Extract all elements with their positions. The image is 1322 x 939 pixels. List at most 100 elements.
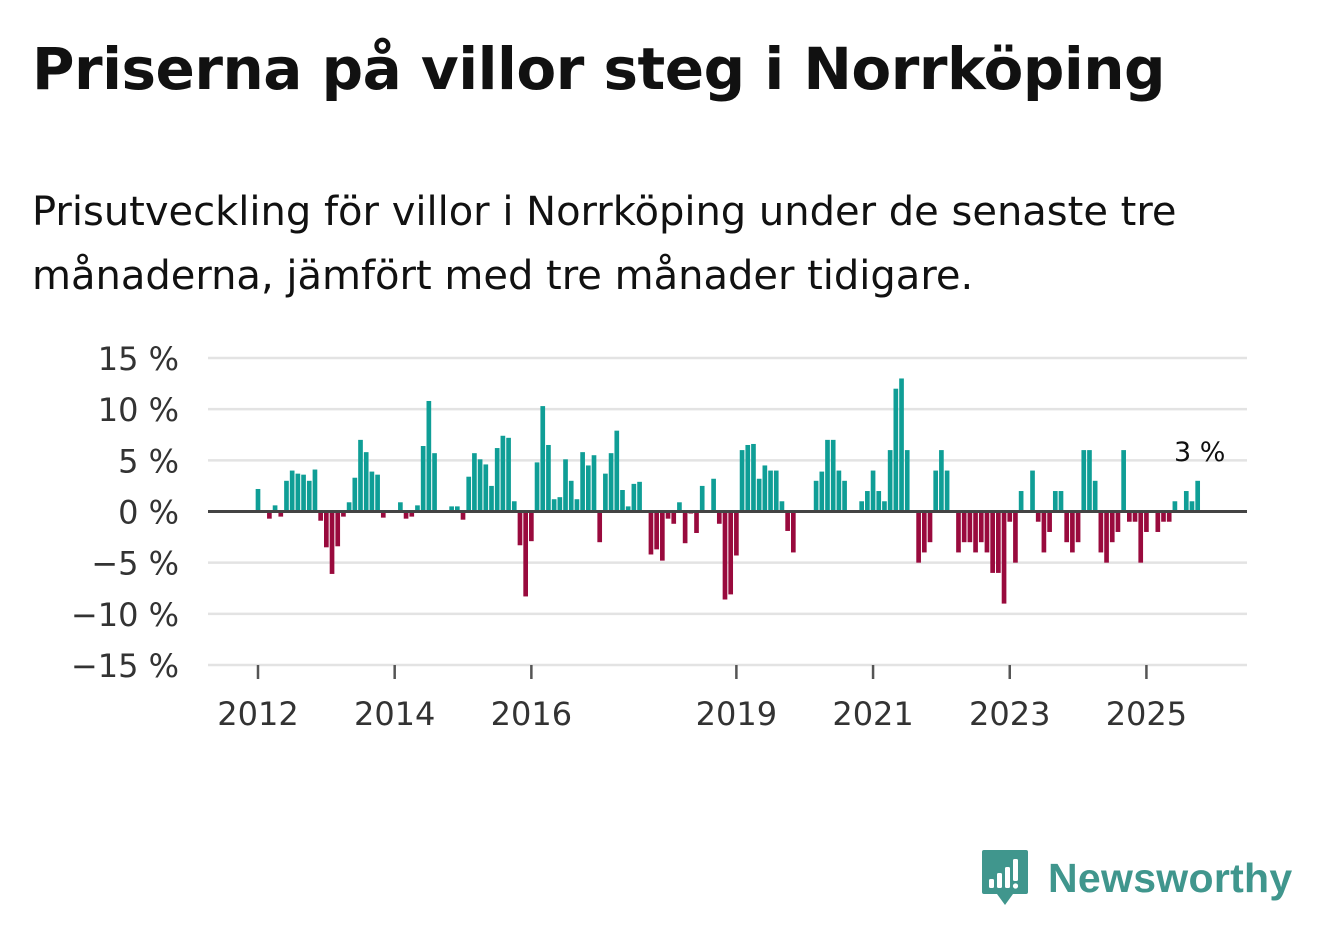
bar	[1030, 470, 1035, 512]
bar	[859, 501, 865, 512]
bar	[1047, 511, 1052, 532]
bar	[608, 453, 614, 512]
bar	[785, 511, 790, 531]
bar	[939, 450, 944, 512]
bar	[1104, 511, 1109, 563]
y-tick-label: 5 %	[118, 442, 179, 480]
bar	[745, 444, 751, 512]
bar	[978, 511, 984, 543]
bar	[1121, 450, 1126, 512]
bar	[483, 464, 489, 512]
y-tick-label: 0 %	[118, 494, 179, 532]
bar	[927, 511, 933, 543]
bar	[591, 455, 597, 512]
bar	[773, 470, 779, 512]
bar	[506, 437, 511, 512]
annotations: 3 %	[1174, 437, 1225, 468]
bar	[546, 444, 551, 512]
bar	[1070, 511, 1075, 553]
bars	[255, 378, 1201, 604]
bar	[574, 499, 580, 512]
bar	[734, 511, 739, 556]
bar	[620, 490, 625, 512]
bar	[830, 439, 836, 512]
bar	[335, 511, 341, 547]
x-tick-label: 2025	[1106, 695, 1187, 733]
bar	[1098, 511, 1104, 553]
bar	[1195, 480, 1201, 512]
bar	[790, 511, 796, 553]
bar	[1058, 491, 1064, 512]
bar	[284, 480, 289, 512]
bar	[660, 511, 665, 561]
brand-name: Newsworthy	[1048, 854, 1293, 901]
bar	[597, 511, 603, 543]
bar	[1001, 511, 1007, 604]
bar	[990, 511, 995, 573]
bar	[295, 473, 301, 512]
bar	[375, 474, 380, 512]
bar	[306, 480, 312, 512]
bar	[813, 480, 819, 512]
bar	[1087, 450, 1092, 512]
bar	[380, 511, 386, 518]
bar	[768, 470, 773, 512]
bar	[517, 511, 523, 546]
bar	[836, 470, 842, 512]
bar	[1075, 511, 1081, 543]
bar	[1064, 511, 1070, 543]
bar	[1166, 511, 1172, 522]
bar	[984, 511, 990, 553]
bar	[961, 511, 967, 543]
bar	[1138, 511, 1144, 563]
bar	[893, 388, 899, 512]
data-label: 3 %	[1174, 437, 1225, 468]
bar	[967, 511, 973, 543]
bar	[420, 446, 426, 512]
y-tick-label: −5 %	[91, 545, 179, 583]
bar	[682, 511, 688, 544]
bar	[460, 511, 466, 520]
chart-subtitle: Prisutveckling för villor i Norrköping u…	[32, 189, 1177, 299]
y-tick-label: −10 %	[71, 596, 179, 634]
bar	[489, 485, 494, 512]
bar	[956, 511, 961, 553]
bar	[779, 501, 785, 512]
bar	[739, 450, 745, 512]
bar	[614, 430, 620, 512]
bar	[631, 483, 637, 512]
bar	[466, 476, 472, 512]
bar	[529, 511, 534, 542]
bar	[665, 511, 671, 519]
bar	[1052, 491, 1058, 512]
bar	[426, 400, 432, 512]
bar	[346, 502, 352, 512]
bar	[449, 506, 454, 512]
bar	[312, 469, 318, 512]
bar	[1183, 491, 1189, 512]
bar	[1155, 511, 1161, 532]
bar	[716, 511, 722, 524]
bar	[289, 470, 295, 512]
bar	[1035, 511, 1041, 522]
bar	[1172, 501, 1178, 512]
bar	[500, 435, 506, 512]
bar	[551, 499, 557, 512]
bar	[996, 511, 1001, 573]
bar	[677, 502, 682, 512]
bar	[329, 511, 335, 574]
bar	[1081, 450, 1087, 512]
y-axis-ticks: 15 % 10 % 5 % 0 % −5 % −10 % −15 %	[71, 340, 179, 685]
bar	[472, 453, 477, 512]
bar	[580, 452, 585, 512]
bar	[756, 478, 762, 512]
bar	[899, 378, 904, 512]
bar	[699, 485, 705, 512]
bar	[267, 511, 272, 519]
bar	[432, 453, 437, 512]
bar	[819, 471, 825, 512]
bar	[921, 511, 927, 553]
bar	[882, 501, 887, 512]
bar	[318, 511, 323, 521]
